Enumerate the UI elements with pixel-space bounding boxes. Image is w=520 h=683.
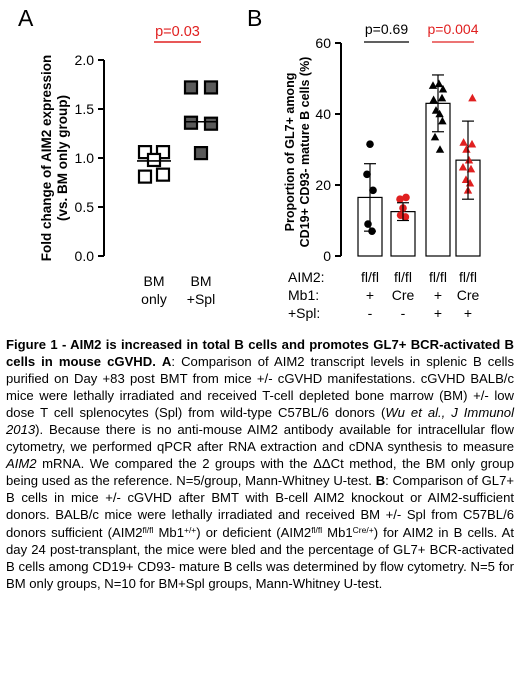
panel-b-pvalue: p=0.69 [365,21,408,37]
panel-a-letter: A [18,5,34,31]
caption-b-text3: ) or deficient (AIM2 [196,524,312,540]
panel-b-bar [455,159,481,257]
panel-b-y-tick-label: 0 [323,248,331,264]
panel-b-point-triangle [435,145,445,153]
panel-a-x-tick-label: BM [144,273,165,289]
panel-b-pvalue: p=0.004 [428,21,479,37]
caption-sup4: Cre/+ [352,524,374,535]
panel-b-table-cell: - [368,305,373,321]
panel-b-y-axis-label: Proportion of GL7+ among [283,73,297,232]
caption-title: Figure 1 - AIM2 is increased in total B … [6,337,514,370]
panel-b-table-cell: + [434,305,442,321]
caption-b-text5: ) for AIM2 in B cells. At day 24 post-tr… [6,524,515,591]
caption-a-text: : Comparison of AIM2 transcript levels i… [6,354,515,421]
caption-sup1: fl/fl [142,524,154,535]
panel-b-point-triangle [458,162,468,171]
panel-b-table-cell: Cre [457,287,480,303]
figure-panels: A B 0.0 0.5 1.0 1.5 2.0 Fold change of AIM2 e… [0,0,520,330]
panel-a-y-tick-label: 2.0 [75,52,95,68]
caption-a-text2: ). Because there is no anti-mouse AIM2 a… [6,422,514,455]
panel-b-table-cell: fl/fl [361,269,379,285]
panel-b-table-cell: + [434,287,442,303]
panel-b-table-cell: fl/fl [394,269,412,285]
caption-citation: Wu et al., J Immunol 2013 [6,405,514,438]
panel-a-y-tick-label: 1.5 [75,101,95,117]
panel-b-point-circle [364,220,372,228]
panel-b-point-triangle [430,132,440,141]
panel-b-table-row-label: Mb1: [288,287,319,303]
panel-b-table-cell: + [366,287,374,303]
panel-a-y-axis-label: (vs. BM only group) [55,95,70,221]
panel-a-x-tick-label: BM [191,273,212,289]
panel-b-table-cell: fl/fl [459,269,477,285]
panel-a-point-open-square [137,169,153,184]
panel-b-letter: B [247,5,262,31]
panel-a-point-filled-square [183,80,199,95]
panel-b-point-triangle [466,164,476,173]
caption-sup3: fl/fl [311,524,323,535]
panel-a-y-tick-label: 1.0 [75,150,95,166]
figure-caption: Figure 1 - AIM2 is increased in total B … [6,336,514,592]
caption-b-text: : Comparison of GL7+ B cells in mice +/-… [6,473,515,540]
panel-b-y-tick-label: 40 [315,106,331,122]
panel-b-point-triangle [459,138,468,146]
panel-b-y-axis-label: CD19+ CD93- mature B cells (%) [298,57,312,248]
panel-b-point-triangle [437,93,447,102]
panel-a-y-axis-label: Fold change of AIM2 expression [39,55,54,262]
caption-sup2: +/+ [183,524,197,535]
panel-b-table-cell: - [401,305,406,321]
panel-a-chart: 0.0 0.5 1.0 1.5 2.0 Fold change of AIM2 expre… [39,24,219,307]
figure-svg: A B 0.0 0.5 1.0 1.5 2.0 Fold change of AIM2 e… [18,5,481,321]
panel-a-pvalue: p=0.03 [155,24,200,40]
panel-b-point-triangle [429,95,438,104]
caption-a-text3: mRNA. We compared the 2 groups with the … [6,456,514,489]
caption-b-text4: Mb1 [322,524,353,540]
panel-b-point-triangle [464,155,474,164]
panel-a-point-filled-square [193,146,209,161]
panel-b-y-tick-label: 20 [315,177,331,193]
caption-b-letter: B [375,473,386,489]
panel-a-point-filled-square [203,80,219,95]
caption-b-text2: Mb1 [153,524,184,540]
panel-b-point-circle [366,140,374,148]
panel-b-point-triangle [438,116,447,125]
caption-a-letter: A [161,354,172,370]
panel-a-y-tick-label: 0.0 [75,248,95,264]
panel-b-point-circle [363,170,371,179]
panel-b-table-cell: fl/fl [429,269,447,285]
panel-a-point-open-square [155,167,171,182]
panel-b-point-circle [402,193,410,202]
panel-b-table-cell: Cre [392,287,415,303]
panel-b-point-triangle [468,93,477,102]
panel-a-x-tick-label: only [141,291,167,307]
panel-a-point-open-square [146,152,162,168]
caption-gene: AIM2 [6,456,37,472]
panel-b-point-circle [396,195,404,203]
panel-a-point-filled-square [203,116,219,131]
panel-a-x-tick-label: +Spl [187,291,215,307]
panel-b-table-cell: + [464,305,472,321]
panel-b-point-circle [369,186,377,195]
panel-b-table-row-label: +Spl: [288,305,320,321]
panel-b-point-triangle [434,79,444,88]
panel-a-point-filled-square [183,115,199,130]
panel-b-chart: 0 20 40 60 Proportion of GL7+ among CD19+ CD9… [283,21,481,321]
panel-b-y-tick-label: 60 [315,35,331,51]
panel-b-point-triangle [438,84,448,93]
panel-a-y-tick-label: 0.5 [75,199,95,215]
panel-b-table-row-label: AIM2: [288,269,325,285]
panel-b-point-triangle [467,139,477,148]
